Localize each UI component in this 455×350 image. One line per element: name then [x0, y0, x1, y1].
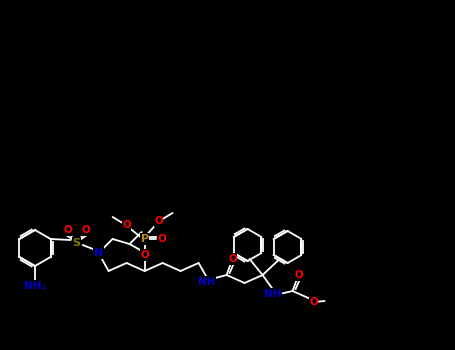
Text: O: O: [157, 234, 166, 244]
Text: N: N: [94, 248, 103, 258]
Text: NH: NH: [264, 289, 281, 299]
Text: S: S: [73, 238, 81, 248]
Text: O: O: [294, 270, 303, 280]
Text: NH: NH: [198, 277, 215, 287]
Text: O: O: [122, 220, 131, 230]
Text: O: O: [309, 297, 318, 307]
Text: O: O: [81, 225, 90, 235]
Text: P: P: [141, 234, 149, 244]
Text: O: O: [228, 254, 237, 264]
Text: O: O: [154, 216, 163, 226]
Text: NH₂: NH₂: [24, 281, 46, 291]
Text: O: O: [63, 225, 72, 235]
Text: O: O: [140, 250, 149, 260]
